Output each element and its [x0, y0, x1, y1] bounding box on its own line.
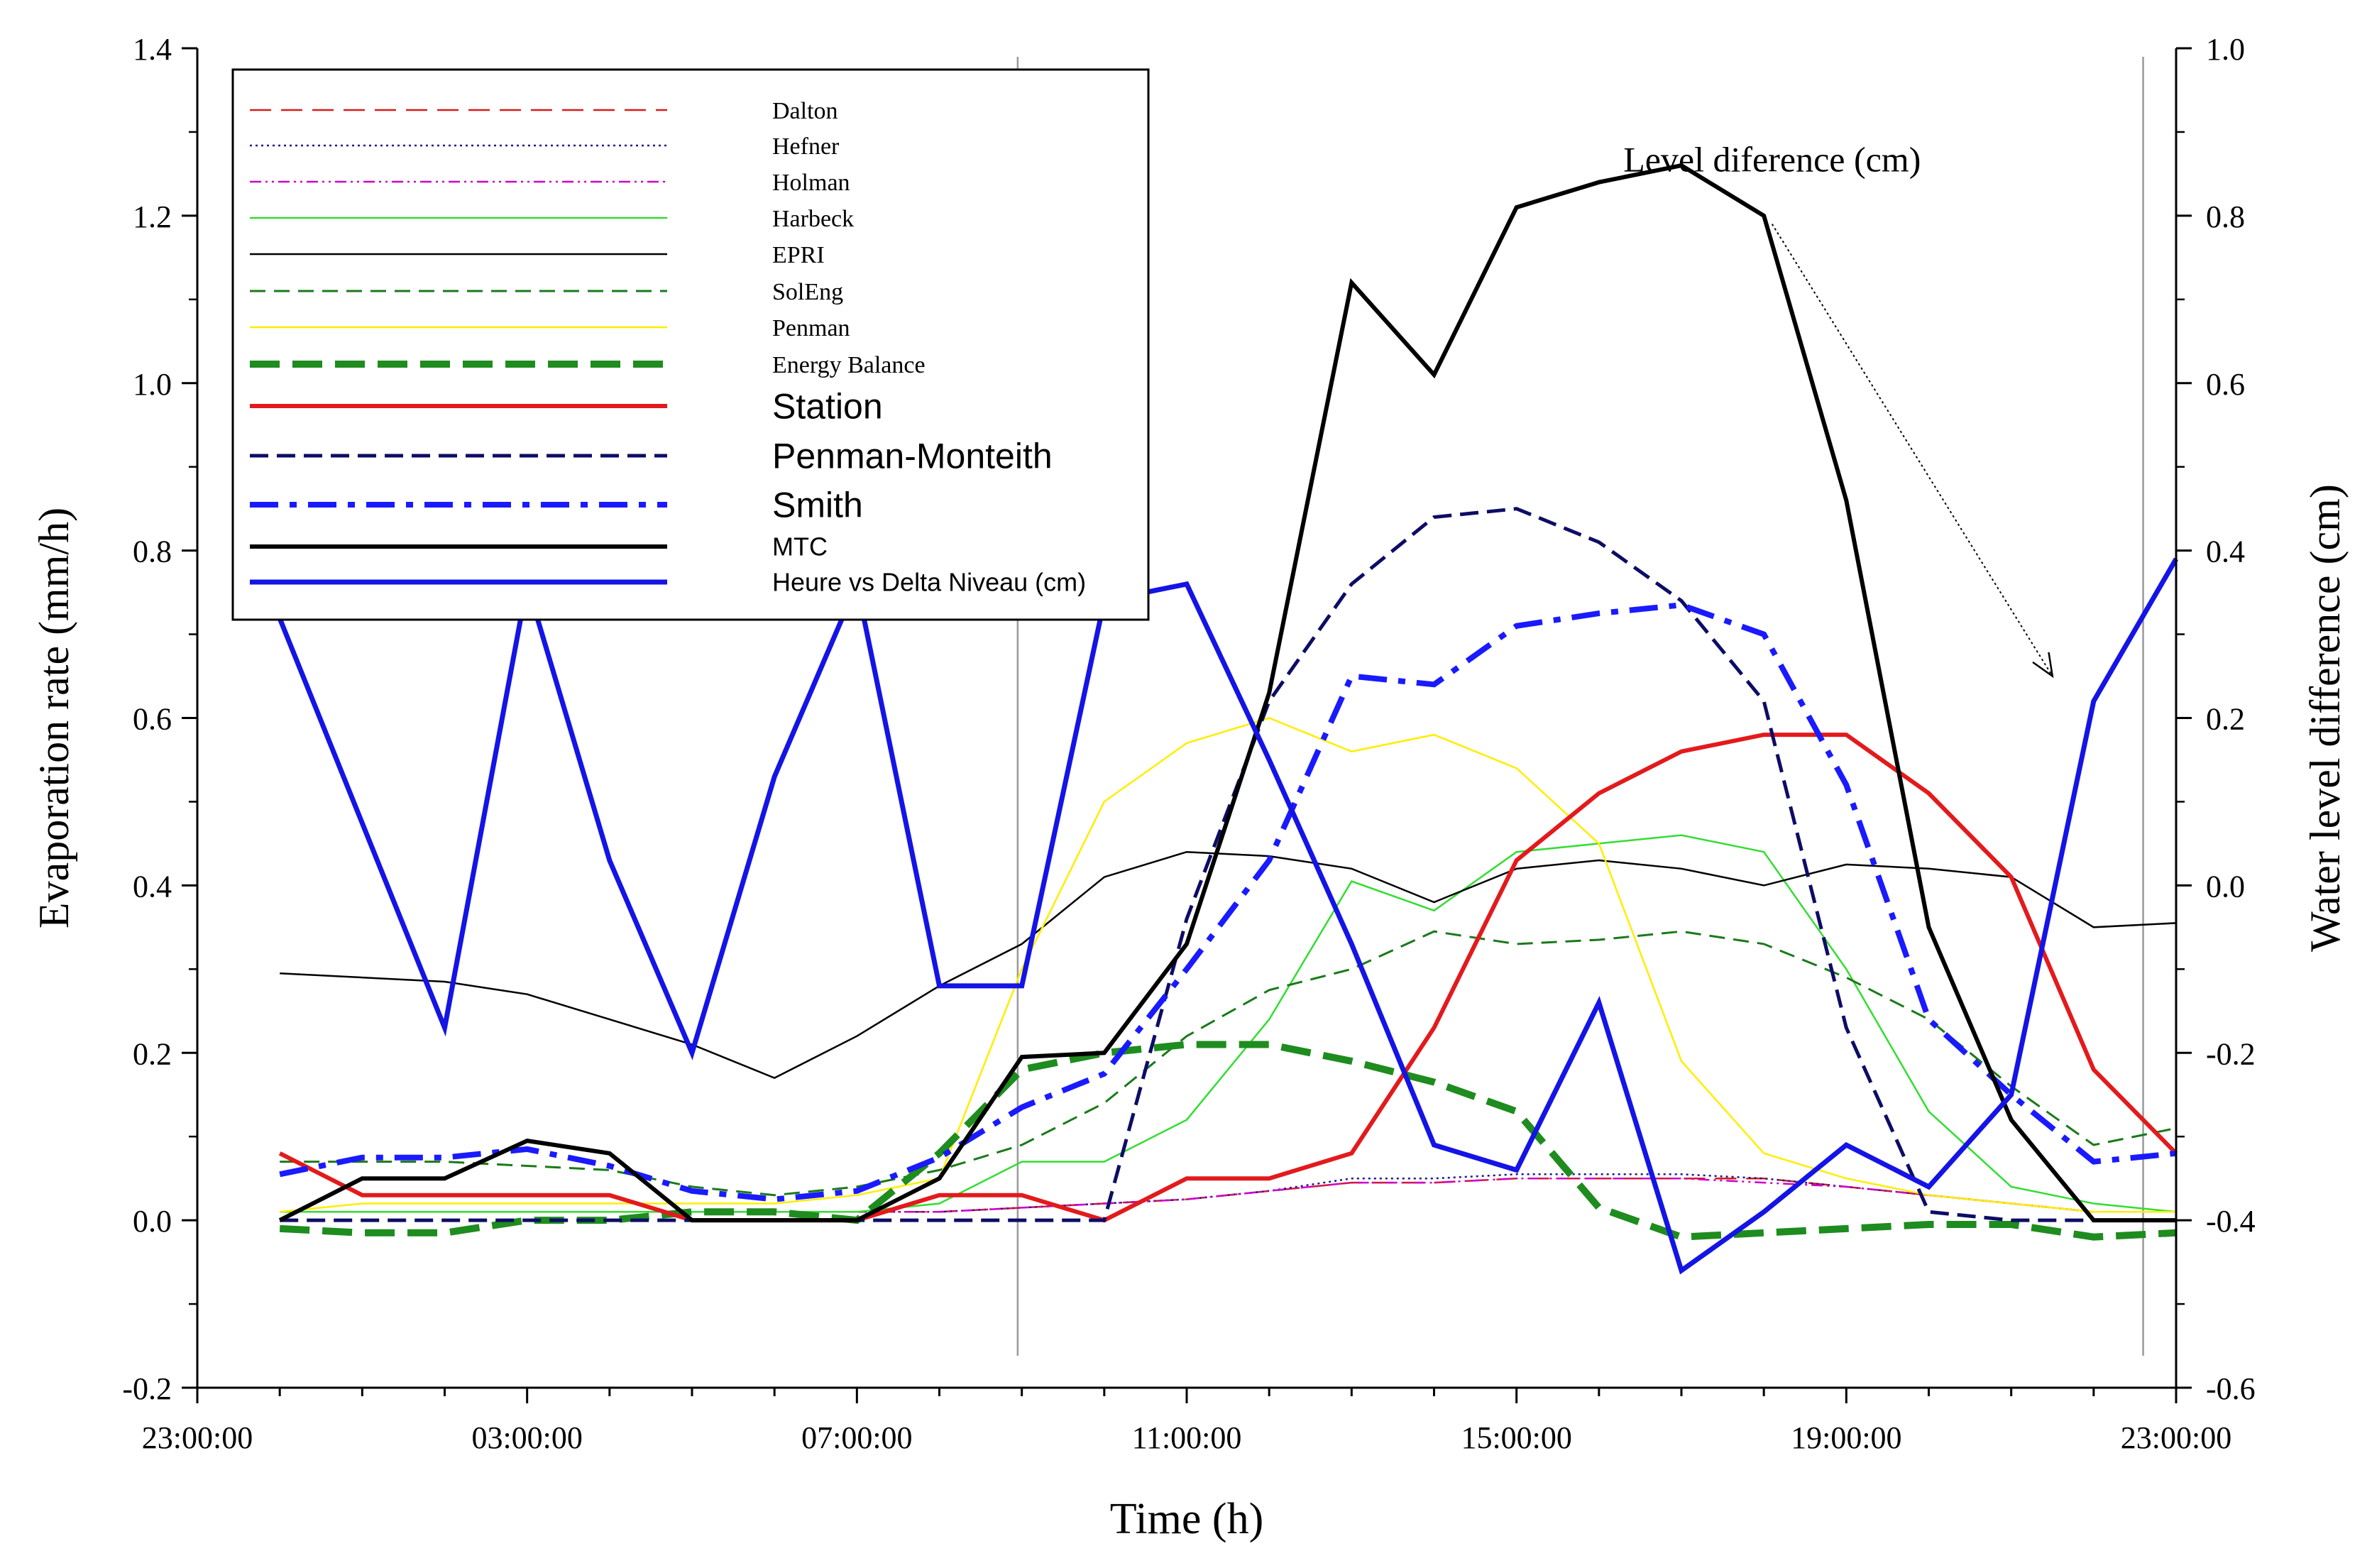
y-left-tick-label: -0.2	[122, 1371, 172, 1406]
x-tick-label: 03:00:00	[471, 1420, 582, 1455]
legend-label: Station	[772, 387, 883, 427]
legend-label: MTC	[772, 532, 828, 561]
y-left-tick-label: 0.6	[133, 702, 172, 737]
legend-label: Heure vs Delta Niveau (cm)	[772, 568, 1086, 597]
legend-label: Penman	[772, 315, 850, 341]
annotation-arrow-head	[2032, 652, 2054, 679]
y-right-tick-label: 0.2	[2206, 702, 2245, 737]
legend-box	[231, 68, 1150, 621]
legend-label: Harbeck	[772, 206, 854, 232]
legend-label: EPRI	[772, 242, 825, 268]
series-line-penman	[280, 717, 2176, 1213]
annotation-arrow-line	[1771, 224, 2053, 677]
series-lines	[256, 163, 2179, 1275]
legend-label: Penman-Monteith	[772, 437, 1053, 476]
y-left-tick-label: 1.2	[133, 199, 172, 234]
y-right-tick-label: 0.0	[2206, 869, 2245, 904]
y-right-axis-title: Water level difference (cm)	[2302, 484, 2349, 952]
y-right-tick-label: -0.2	[2206, 1036, 2256, 1071]
legend-label: Holman	[772, 170, 850, 196]
x-tick-label: 07:00:00	[801, 1420, 912, 1455]
x-tick-label: 23:00:00	[2121, 1420, 2231, 1455]
series-line-harbeck	[280, 834, 2177, 1213]
series-line-heure-vs-delta-niveau-cm-	[256, 557, 2179, 1275]
annotation-label: Level diference (cm)	[1623, 139, 1921, 179]
y-right-tick-label: 0.6	[2206, 367, 2245, 402]
legend-label: Smith	[772, 486, 863, 525]
series-line-epri	[280, 850, 2177, 1079]
series-line-hefner	[280, 1173, 2176, 1213]
y-right-tick-label: 0.8	[2206, 199, 2245, 234]
y-left-tick-label: 0.0	[133, 1204, 172, 1239]
y-right-tick-label: -0.4	[2206, 1204, 2256, 1239]
series-line-soleng	[280, 930, 2177, 1197]
legend-label: SolEng	[772, 279, 843, 305]
x-tick-label: 11:00:00	[1132, 1420, 1242, 1455]
series-line-penman-monteith	[280, 507, 2176, 1222]
legend: Dalton Hefner Holman Harbeck EPRI SolEng Penma…	[231, 68, 1150, 621]
y-left-tick-label: 0.2	[133, 1036, 172, 1071]
y-left-tick-label: 1.4	[133, 32, 172, 67]
series-line-smith	[279, 602, 2177, 1202]
legend-label: Energy Balance	[772, 352, 926, 378]
y-left-tick-label: 0.8	[133, 534, 172, 569]
reference-lines	[1016, 57, 2144, 1356]
x-tick-label: 23:00:00	[142, 1420, 253, 1455]
y-left-tick-label: 1.0	[133, 367, 172, 402]
x-tick-label: 19:00:00	[1791, 1420, 1901, 1455]
series-line-mtc	[278, 163, 2176, 1223]
axes: -0.2 0.0 0.2 0.4 0.6 0.8 1.0 1.2 1.4 -0.6 -0.4 -0.2…	[31, 32, 2349, 1543]
annotation: Level diference (cm)	[1623, 139, 2054, 679]
y-left-tick-label: 0.4	[133, 869, 172, 904]
series-line-energy-balance	[279, 1041, 2177, 1241]
legend-label: Hefner	[772, 133, 840, 160]
y-right-tick-label: 0.4	[2206, 534, 2245, 569]
y-left-axis-title: Evaporation rate (mm/h)	[31, 508, 77, 928]
series-line-station	[278, 733, 2178, 1223]
x-tick-label: 15:00:00	[1461, 1420, 1571, 1455]
y-right-tick-label: 1.0	[2206, 32, 2245, 67]
x-axis-title: Time (h)	[1110, 1495, 1263, 1543]
legend-label: Dalton	[772, 98, 838, 124]
y-right-tick-label: -0.6	[2206, 1371, 2256, 1406]
